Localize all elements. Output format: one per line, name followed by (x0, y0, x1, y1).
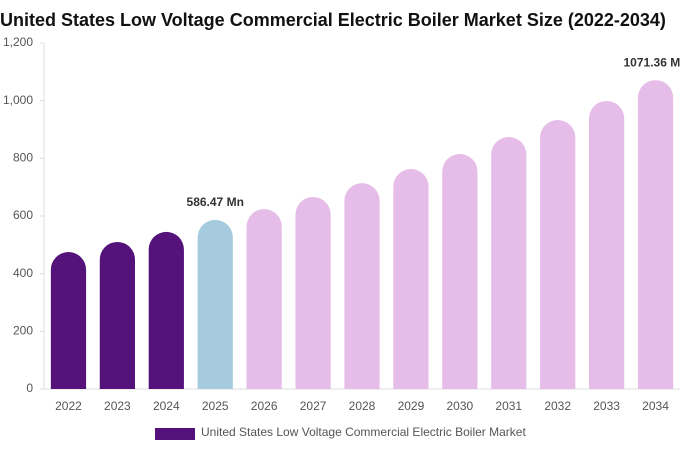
x-tick-label: 2025 (202, 399, 229, 413)
bar (246, 209, 282, 389)
x-tick-label: 2032 (544, 399, 571, 413)
bar (442, 154, 478, 389)
bar (197, 219, 233, 389)
value-label: 586.47 Mn (187, 195, 244, 209)
y-tick-label: 0 (26, 381, 33, 395)
x-tick-label: 2027 (300, 399, 327, 413)
y-tick-label: 1,200 (3, 35, 33, 49)
x-tick-label: 2023 (104, 399, 131, 413)
bar (589, 100, 625, 390)
bar (295, 196, 331, 389)
chart-title: United States Low Voltage Commercial Ele… (0, 10, 666, 30)
x-tick-label: 2022 (55, 399, 82, 413)
x-tick-label: 2029 (398, 399, 425, 413)
x-tick-label: 2030 (446, 399, 473, 413)
x-tick-label: 2028 (349, 399, 376, 413)
y-tick-label: 400 (13, 266, 33, 280)
y-tick-label: 200 (13, 324, 33, 338)
bar (50, 252, 87, 389)
x-tick-label: 2031 (495, 399, 522, 413)
legend-label: United States Low Voltage Commercial Ele… (201, 425, 526, 439)
value-label: 1071.36 Mn (624, 55, 680, 69)
bar (344, 183, 380, 389)
x-tick-label: 2034 (642, 399, 669, 413)
bar (637, 80, 674, 390)
bar (540, 119, 576, 390)
x-tick-label: 2026 (251, 399, 278, 413)
x-tick-label: 2033 (593, 399, 620, 413)
y-tick-label: 1,000 (3, 93, 33, 107)
bar (393, 169, 429, 389)
bar (491, 137, 527, 389)
y-tick-label: 600 (13, 208, 33, 222)
x-tick-label: 2024 (153, 399, 180, 413)
legend-swatch (155, 428, 195, 440)
y-tick-label: 800 (13, 151, 33, 165)
bar (148, 231, 184, 389)
bar (99, 241, 135, 389)
